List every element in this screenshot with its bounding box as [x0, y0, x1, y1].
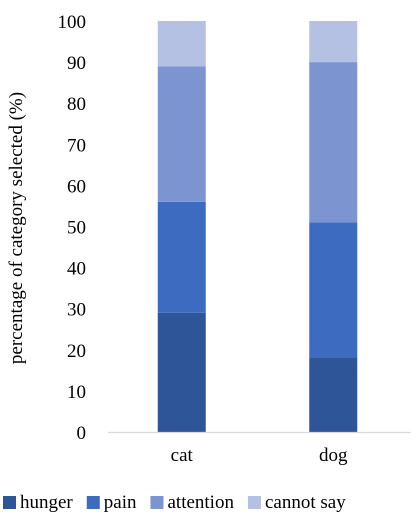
- legend-label: attention: [167, 492, 234, 513]
- bar-dog-hunger: [309, 358, 358, 432]
- legend-item-pain: pain: [86, 492, 137, 513]
- y-axis-title: percentage of category selected (%): [6, 92, 27, 364]
- y-tick-label: 30: [67, 300, 86, 321]
- bar-dog-attention: [309, 62, 358, 223]
- x-axis-ticks: cat dog: [171, 445, 348, 466]
- y-tick-label: 70: [67, 135, 86, 156]
- legend-item-hunger: hunger: [3, 492, 73, 513]
- y-axis-ticks: 0 10 20 30 40 50 60 70 80 90 100: [58, 12, 87, 444]
- x-tick-label-dog: dog: [319, 445, 348, 466]
- legend-swatch: [3, 496, 16, 509]
- y-tick-label: 50: [67, 218, 86, 239]
- bar-cat-hunger: [157, 312, 206, 432]
- legend-item-cannot-say: cannot say: [247, 492, 346, 513]
- legend-swatch: [150, 496, 164, 509]
- y-tick-label: 0: [77, 423, 87, 444]
- y-tick-label: 90: [67, 53, 86, 74]
- legend-item-attention: attention: [150, 492, 234, 513]
- y-tick-label: 10: [67, 382, 86, 403]
- x-tick-label-cat: cat: [171, 445, 194, 466]
- bar-cat-cannot-say: [157, 21, 206, 67]
- bars: [157, 21, 358, 432]
- legend-label: pain: [104, 492, 137, 513]
- legend-swatch: [247, 496, 261, 509]
- bar-cat-pain: [157, 201, 206, 313]
- legend-swatch: [86, 496, 100, 509]
- y-tick-label: 60: [67, 176, 86, 197]
- bar-dog-pain: [309, 222, 358, 359]
- y-tick-label: 20: [67, 341, 86, 362]
- legend-label: cannot say: [265, 492, 346, 513]
- legend: hunger pain attention cannot say: [3, 492, 346, 513]
- bar-cat-attention: [157, 66, 206, 202]
- legend-label: hunger: [20, 492, 73, 513]
- bar-dog-cannot-say: [309, 21, 358, 63]
- y-tick-label: 80: [67, 94, 86, 115]
- y-tick-label: 100: [58, 12, 87, 33]
- y-tick-label: 40: [67, 259, 86, 280]
